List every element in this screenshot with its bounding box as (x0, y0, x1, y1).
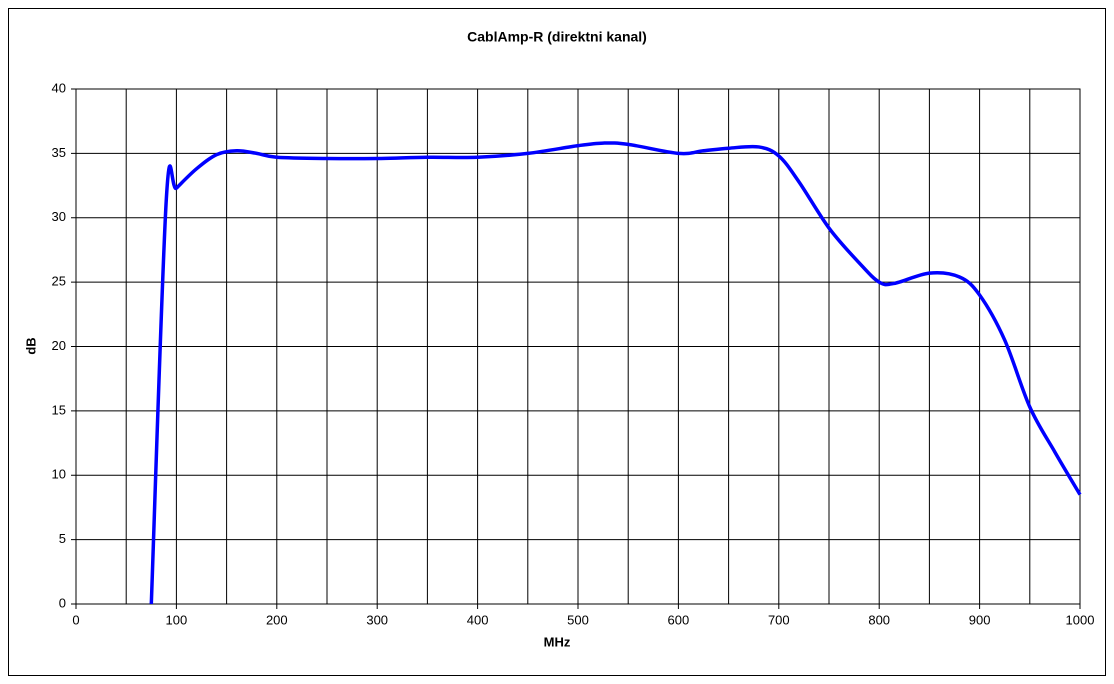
y-tick-label: 30 (52, 209, 66, 224)
x-tick-label: 200 (266, 612, 288, 627)
y-tick-label: 35 (52, 145, 66, 160)
x-axis-label: MHz (544, 634, 571, 649)
y-tick-label: 0 (59, 595, 66, 610)
x-tick-label: 0 (72, 612, 79, 627)
x-tick-label: 300 (366, 612, 388, 627)
y-tick-label: 20 (52, 338, 66, 353)
x-tick-label: 500 (567, 612, 589, 627)
x-tick-label: 100 (166, 612, 188, 627)
x-tick-label: 1000 (1066, 612, 1095, 627)
x-tick-label: 700 (768, 612, 790, 627)
x-tick-label: 600 (668, 612, 690, 627)
y-axis-label: dB (23, 337, 38, 354)
data-line (149, 141, 1082, 605)
y-tick-label: 40 (52, 80, 66, 95)
x-tick-label: 800 (868, 612, 890, 627)
y-tick-label: 25 (52, 274, 66, 289)
y-tick-label: 10 (52, 467, 66, 482)
chart-title: CablAmp-R (direktni kanal) (467, 29, 647, 45)
y-tick-label: 15 (52, 402, 66, 417)
y-tick-label: 5 (59, 531, 66, 546)
x-tick-label: 900 (969, 612, 991, 627)
x-tick-label: 400 (467, 612, 489, 627)
